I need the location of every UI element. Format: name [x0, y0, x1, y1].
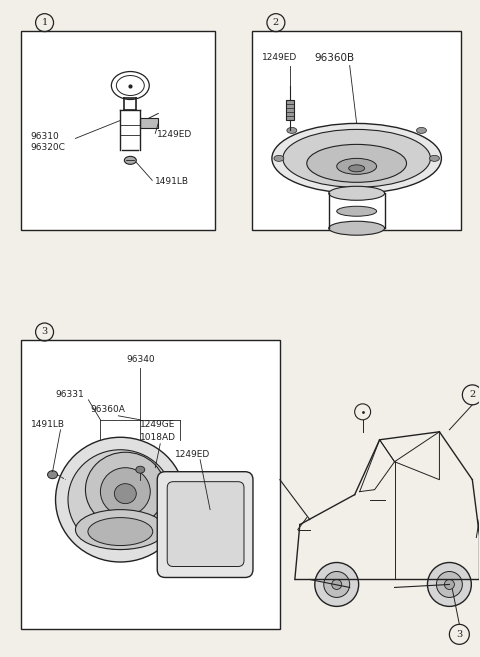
Text: 96320C: 96320C	[31, 143, 65, 152]
Ellipse shape	[336, 206, 377, 216]
Text: 96360B: 96360B	[315, 53, 355, 62]
Text: 96340: 96340	[126, 355, 155, 364]
Text: 96360A: 96360A	[90, 405, 125, 414]
Circle shape	[428, 562, 471, 606]
Ellipse shape	[88, 518, 153, 545]
Ellipse shape	[336, 158, 377, 174]
Bar	[286, 101, 294, 120]
Circle shape	[324, 572, 350, 597]
Bar	[21, 340, 280, 629]
Ellipse shape	[287, 127, 297, 133]
Text: 1249ED: 1249ED	[157, 131, 192, 139]
Ellipse shape	[114, 484, 136, 504]
Text: 1: 1	[41, 18, 48, 27]
Bar	[21, 31, 215, 230]
Circle shape	[444, 579, 455, 589]
Ellipse shape	[100, 468, 150, 516]
Ellipse shape	[48, 470, 58, 479]
Text: 2: 2	[273, 18, 279, 27]
Text: 2: 2	[469, 390, 476, 399]
Circle shape	[436, 572, 462, 597]
Ellipse shape	[274, 155, 284, 162]
Text: 3: 3	[456, 630, 463, 639]
Ellipse shape	[307, 145, 407, 182]
Ellipse shape	[124, 156, 136, 164]
Ellipse shape	[85, 452, 165, 527]
Ellipse shape	[348, 165, 365, 172]
Text: 1249GE: 1249GE	[140, 420, 176, 429]
Text: 96331: 96331	[56, 390, 84, 399]
Ellipse shape	[272, 124, 442, 193]
Ellipse shape	[329, 221, 384, 235]
Text: 1491LB: 1491LB	[155, 177, 189, 187]
Circle shape	[332, 579, 342, 589]
Bar	[252, 31, 461, 230]
Ellipse shape	[417, 127, 426, 133]
Text: 1491LB: 1491LB	[31, 420, 65, 429]
Ellipse shape	[136, 466, 145, 473]
Text: 3: 3	[41, 327, 48, 336]
FancyBboxPatch shape	[167, 482, 244, 566]
Ellipse shape	[56, 438, 185, 562]
Ellipse shape	[68, 450, 173, 549]
Ellipse shape	[430, 155, 439, 162]
FancyBboxPatch shape	[157, 472, 253, 578]
Ellipse shape	[75, 510, 165, 549]
Text: 1249ED: 1249ED	[262, 53, 297, 62]
Bar	[140, 118, 158, 128]
Ellipse shape	[329, 187, 384, 200]
Text: 1018AD: 1018AD	[140, 433, 176, 442]
Ellipse shape	[283, 129, 431, 187]
Text: 96310: 96310	[31, 133, 60, 141]
Text: 1249ED: 1249ED	[175, 450, 210, 459]
Circle shape	[315, 562, 359, 606]
